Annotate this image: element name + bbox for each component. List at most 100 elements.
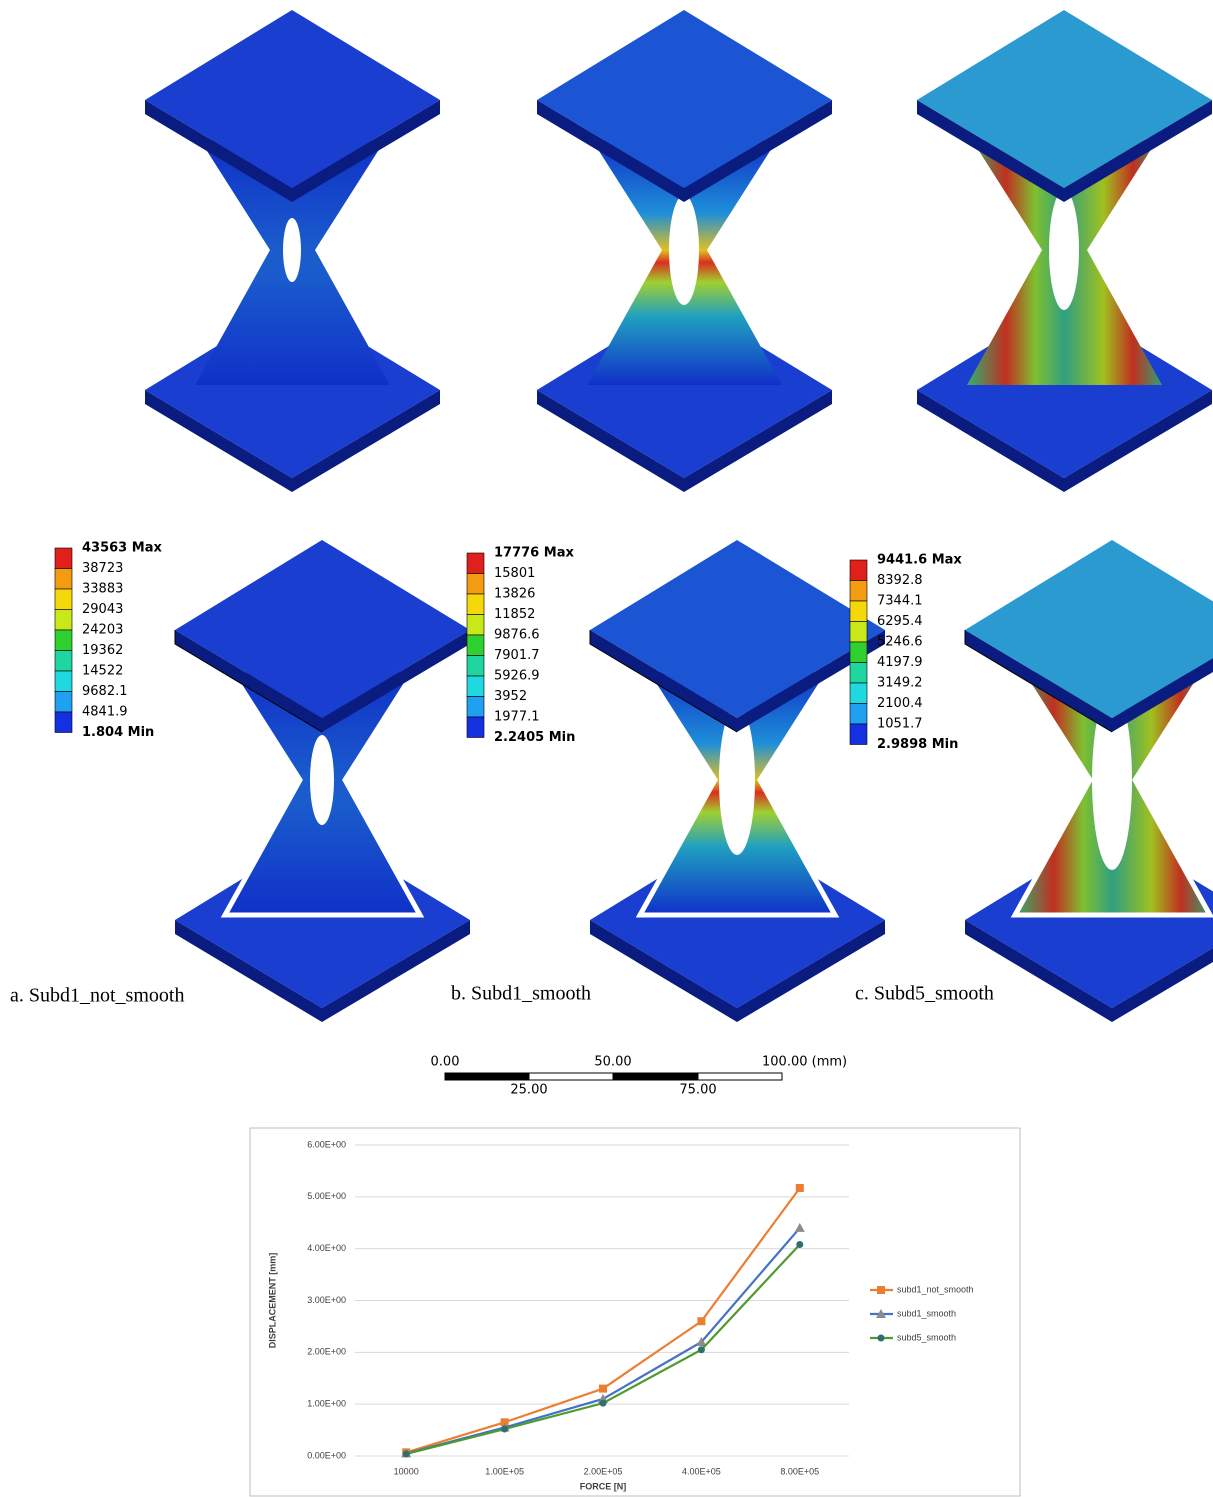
data-point [403,1450,410,1457]
fea-render [175,540,470,1022]
legend-label: 13826 [494,587,535,602]
legend-label: 6295.4 [877,614,923,629]
legend-swatch [467,697,484,718]
legend-label: 1.804 Min [82,725,154,740]
legend-swatch [55,630,72,651]
legend-swatch [850,663,867,684]
scale-segment [698,1073,782,1080]
legend-label: subd5_smooth [897,1332,956,1342]
series-line [406,1188,800,1452]
legend-label: 3952 [494,689,527,704]
data-point [796,1184,804,1192]
scale-label: 25.00 [510,1083,547,1098]
legend-label: subd1_smooth [897,1308,956,1318]
legend-swatch [850,642,867,663]
data-point [795,1223,805,1232]
scale-label: 75.00 [679,1083,716,1098]
legend-label: 29043 [82,602,123,617]
legend-swatch [850,622,867,643]
plate-top [590,540,885,718]
legend-label: 4197.9 [877,655,923,670]
legend-label: 38723 [82,561,123,576]
legend-swatch [55,692,72,713]
y-tick-label: 1.00E+00 [307,1399,346,1409]
caption: b. Subd1_smooth [451,983,591,1005]
plate-top [537,10,832,188]
scale-segment [529,1073,613,1080]
legend-swatch [55,589,72,610]
legend-label: 9682.1 [82,684,128,699]
fea-render [590,540,885,1022]
legend-label: 1977.1 [494,710,540,725]
legend-swatch [55,610,72,631]
legend-swatch [55,712,72,733]
legend-marker [877,1286,885,1294]
legend-label: 43563 Max [82,541,162,556]
series-line [406,1228,800,1453]
y-tick-label: 0.00E+00 [307,1450,346,1460]
x-tick-label: 4.00E+05 [682,1466,721,1476]
legend-label: 5926.9 [494,669,540,684]
legend-label: 15801 [494,566,535,581]
x-tick-label: 1.00E+05 [485,1466,524,1476]
x-tick-label: 8.00E+05 [780,1466,819,1476]
scale-label: 100.00 (mm) [762,1055,847,1070]
fea-render [917,10,1212,492]
legend-label: 11852 [494,607,535,622]
data-point [796,1241,803,1248]
caption: c. Subd5_smooth [855,983,994,1005]
y-axis-label: DISPLACEMENT [mm] [267,1253,277,1349]
legend-swatch [55,651,72,672]
legend-label: 17776 Max [494,546,574,561]
data-point [697,1317,705,1325]
legend-swatch [467,594,484,615]
hole [1049,190,1079,310]
legend-swatch [850,601,867,622]
data-point [501,1426,508,1433]
legend-swatch [850,683,867,704]
y-tick-label: 4.00E+00 [307,1243,346,1253]
caption: a. Subd1_not_smooth [10,985,184,1007]
legend-label: 7901.7 [494,648,540,663]
legend-label: 33883 [82,582,123,597]
fea-render [145,10,440,492]
legend-label: 8392.8 [877,573,923,588]
legend-label: 7344.1 [877,594,923,609]
x-tick-label: 10000 [394,1466,419,1476]
plate-top [175,540,470,718]
legend-label: 1051.7 [877,717,923,732]
legend-swatch [467,717,484,738]
legend-label: subd1_not_smooth [897,1284,974,1294]
series-line [406,1245,800,1454]
plate-top [145,10,440,188]
legend-label: 4841.9 [82,705,128,720]
scale-label: 50.00 [594,1055,631,1070]
figure: 43563 Max3872333883290432420319362145229… [0,0,1213,1497]
scale-label: 0.00 [431,1055,460,1070]
legend-swatch [55,671,72,692]
legend-swatch [850,560,867,581]
legend-swatch [467,615,484,636]
fea-renders [145,10,1213,1022]
legend-label: 9441.6 Max [877,553,962,568]
legend-label: 2.9898 Min [877,737,958,752]
legend-swatch [467,574,484,595]
data-point [599,1385,607,1393]
legend-swatch [850,724,867,745]
legend-swatch [850,704,867,725]
legend-label: 2.2405 Min [494,730,575,745]
hole [310,735,334,825]
y-tick-label: 2.00E+00 [307,1347,346,1357]
hole [669,195,699,305]
y-tick-label: 5.00E+00 [307,1191,346,1201]
legend-swatch [467,656,484,677]
fea-render [965,540,1213,1022]
legend-swatch [467,676,484,697]
legend-label: 19362 [82,643,123,658]
plate-top [917,10,1212,188]
fea-render [537,10,832,492]
x-axis-label: FORCE [N] [580,1481,627,1491]
y-tick-label: 3.00E+00 [307,1295,346,1305]
legend-label: 2100.4 [877,696,923,711]
x-tick-label: 2.00E+05 [584,1466,623,1476]
